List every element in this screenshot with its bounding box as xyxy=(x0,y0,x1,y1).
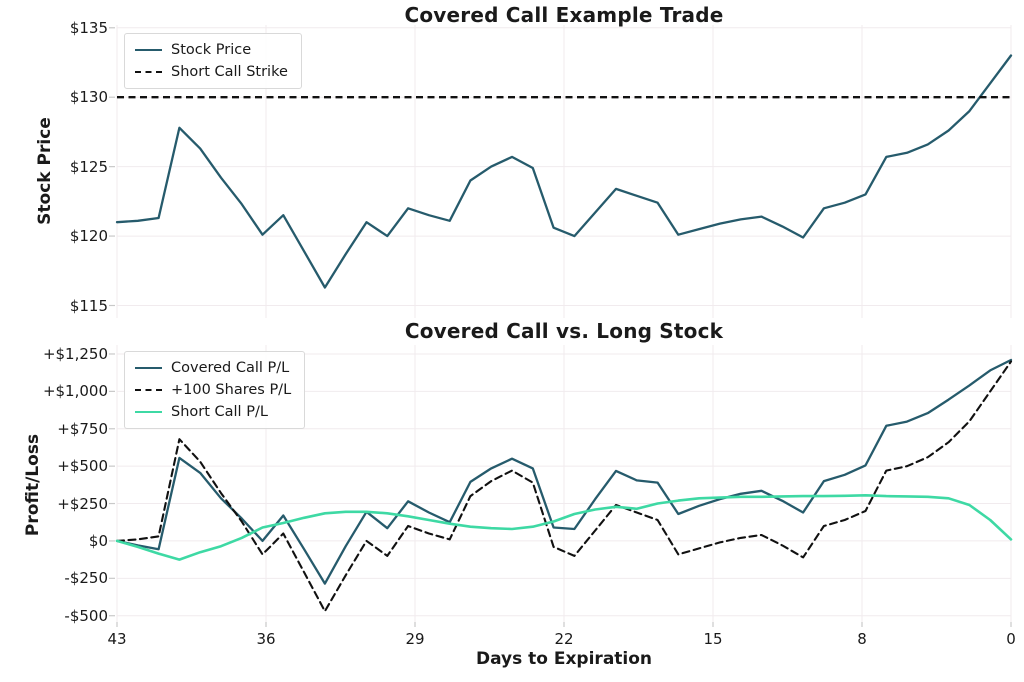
x-tick-label: 29 xyxy=(405,630,425,648)
x-tick-label: 8 xyxy=(857,630,867,648)
y-tick-label: $125 xyxy=(69,157,108,176)
x-tick-label: 15 xyxy=(703,630,723,648)
legend-item-100-shares-p-l: +100 Shares P/L xyxy=(135,382,291,398)
y-tick-label: $120 xyxy=(69,227,108,246)
y-tick-label: +$250 xyxy=(57,494,108,513)
chart1-legend: Stock Price Short Call Strike xyxy=(124,33,302,89)
legend-label: Stock Price xyxy=(171,42,252,58)
y-tick-label: $130 xyxy=(69,88,108,107)
legend-covered-call-p-l-line-sample-icon xyxy=(135,367,162,369)
covered-call-p-l-line xyxy=(115,358,1013,585)
y-tick-label: -$500 xyxy=(64,606,108,625)
x-tick-label: 36 xyxy=(256,630,276,648)
y-tick-label: +$1,250 xyxy=(42,344,108,363)
legend-item-covered-call-p-l: Covered Call P/L xyxy=(135,360,291,376)
legend-stock-price-line-sample-icon xyxy=(135,49,162,51)
x-tick-label: 0 xyxy=(1006,630,1016,648)
y-tick-label: $0 xyxy=(88,531,108,550)
legend-100-shares-p-l-line-sample-icon xyxy=(135,389,162,391)
y-tick-label: +$750 xyxy=(57,419,108,438)
y-tick-label: $135 xyxy=(69,18,108,37)
x-tick-label: 43 xyxy=(107,630,127,648)
stock-price-line xyxy=(115,54,1013,289)
y-tick-label: -$250 xyxy=(64,569,108,588)
y-tick-label: +$1,000 xyxy=(42,382,108,401)
legend-label: +100 Shares P/L xyxy=(171,382,292,398)
legend-item-short-call-p-l: Short Call P/L xyxy=(135,404,291,420)
legend-item-stock-price: Stock Price xyxy=(135,42,288,58)
chart2-title: Covered Call vs. Long Stock xyxy=(404,319,724,343)
chart1-title: Covered Call Example Trade xyxy=(404,3,724,27)
short-call-p-l-line xyxy=(115,494,1013,561)
100-shares-p-l-line xyxy=(115,360,1013,613)
y-tick-label: $115 xyxy=(69,296,108,315)
legend-label: Short Call Strike xyxy=(171,64,288,80)
legend-label: Covered Call P/L xyxy=(171,360,290,376)
y-tick-label: +$500 xyxy=(57,457,108,476)
legend-label: Short Call P/L xyxy=(171,404,268,420)
legend-short-call-strike-line-sample-icon xyxy=(135,71,162,73)
x-axis-label: Days to Expiration xyxy=(475,649,653,669)
legend-item-short-call-strike: Short Call Strike xyxy=(135,64,288,80)
legend-short-call-p-l-line-sample-icon xyxy=(135,411,162,413)
x-tick-label: 22 xyxy=(554,630,574,648)
chart2-legend: Covered Call P/L +100 Shares P/L Short Cal… xyxy=(124,351,306,429)
